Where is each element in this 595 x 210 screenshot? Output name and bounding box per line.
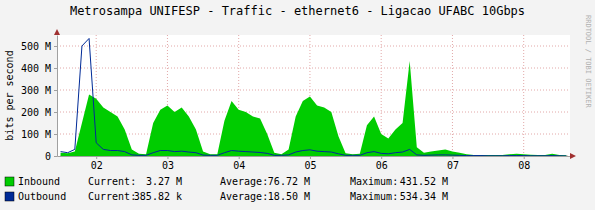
- tick: 07: [447, 156, 459, 171]
- tick-mark: [54, 68, 57, 69]
- inbound-area: [61, 61, 567, 156]
- tick-label: 08: [518, 160, 530, 171]
- grid-line: [57, 46, 570, 47]
- legend-stat-value: 3.27 M: [146, 176, 182, 187]
- tick: 08: [518, 156, 530, 171]
- tick-label: 200 M: [21, 107, 51, 118]
- background: [0, 0, 595, 210]
- tick: 0: [45, 151, 57, 162]
- tick-label: 02: [91, 160, 103, 171]
- legend-swatch: [5, 192, 14, 201]
- tick-mark: [54, 112, 57, 113]
- axis-line: [58, 156, 571, 157]
- tick-mark: [452, 156, 453, 159]
- tick-mark: [96, 156, 97, 159]
- tick-label: 500 M: [21, 41, 51, 52]
- tick: 100 M: [21, 129, 57, 140]
- tick: 04: [233, 156, 245, 171]
- tick: 05: [304, 156, 316, 171]
- legend-stat-label: Current:: [88, 176, 136, 187]
- legend-swatch: [5, 177, 14, 186]
- y-axis: 0 100 M 200 M 300 M 400 M 500 M: [21, 36, 58, 162]
- tick: 200 M: [21, 107, 57, 118]
- grid: [57, 35, 570, 156]
- tick-mark: [239, 156, 240, 159]
- tick: 300 M: [21, 85, 57, 96]
- plot-marks: [61, 38, 567, 156]
- tick: 400 M: [21, 63, 57, 74]
- tick: 500 M: [21, 41, 57, 52]
- legend-stat-label: Average:: [220, 176, 268, 187]
- outbound-line: [61, 38, 567, 155]
- legend-stat-label: Current:: [88, 191, 136, 202]
- legend-stat-value: 534.34 M: [400, 191, 448, 202]
- axis-arrow: [54, 29, 60, 35]
- axis-line: [57, 36, 58, 157]
- chart: 0 100 M 200 M 300 M 400 M 500 M 02 03 04 05 06 07 08…: [0, 0, 595, 210]
- legend-label: Outbound: [18, 191, 66, 202]
- tick-mark: [54, 90, 57, 91]
- title: Metrosampa UNIFESP - Traffic - ethernet6…: [70, 4, 525, 18]
- legend-label: Inbound: [18, 176, 60, 187]
- grid-line: [523, 35, 524, 156]
- legend-stat-label: Maximum:: [350, 176, 398, 187]
- tick-label: 100 M: [21, 129, 51, 140]
- tick-mark: [54, 156, 57, 157]
- tick-label: 300 M: [21, 85, 51, 96]
- tick-label: 400 M: [21, 63, 51, 74]
- legend-stat-value: 18.50 M: [268, 191, 310, 202]
- legend-stat-label: Maximum:: [350, 191, 398, 202]
- watermark: RRDTOOL / TOBI OETIKER: [584, 15, 592, 109]
- tick-label: 04: [233, 160, 245, 171]
- grid-line: [57, 68, 570, 69]
- legend-stat-value: 431.52 M: [400, 176, 448, 187]
- tick-mark: [310, 156, 311, 159]
- tick-label: 03: [162, 160, 174, 171]
- grid-line: [57, 90, 570, 91]
- tick-label: 0: [45, 151, 51, 162]
- tick-mark: [381, 156, 382, 159]
- tick-label: 07: [447, 160, 459, 171]
- legend: Inbound Current: 3.27 M Average:76.72 M Maxi…: [5, 176, 448, 202]
- x-axis: 02 03 04 05 06 07 08: [58, 156, 571, 171]
- tick: 03: [162, 156, 174, 171]
- tick-label: 06: [376, 160, 388, 171]
- tick-mark: [167, 156, 168, 159]
- plot-background: [57, 35, 570, 156]
- tick: 02: [91, 156, 103, 171]
- legend-stat-value: 76.72 M: [268, 176, 310, 187]
- tick: 06: [376, 156, 388, 171]
- tick-mark: [524, 156, 525, 159]
- legend-stat-value: 385.82 k: [134, 191, 182, 202]
- tick-label: 05: [304, 160, 316, 171]
- tick-mark: [54, 46, 57, 47]
- grid-line: [452, 35, 453, 156]
- axis-arrow: [570, 153, 576, 159]
- legend-stat-label: Average:: [220, 191, 268, 202]
- tick-mark: [54, 134, 57, 135]
- y-axis-title: bits per second: [4, 50, 15, 140]
